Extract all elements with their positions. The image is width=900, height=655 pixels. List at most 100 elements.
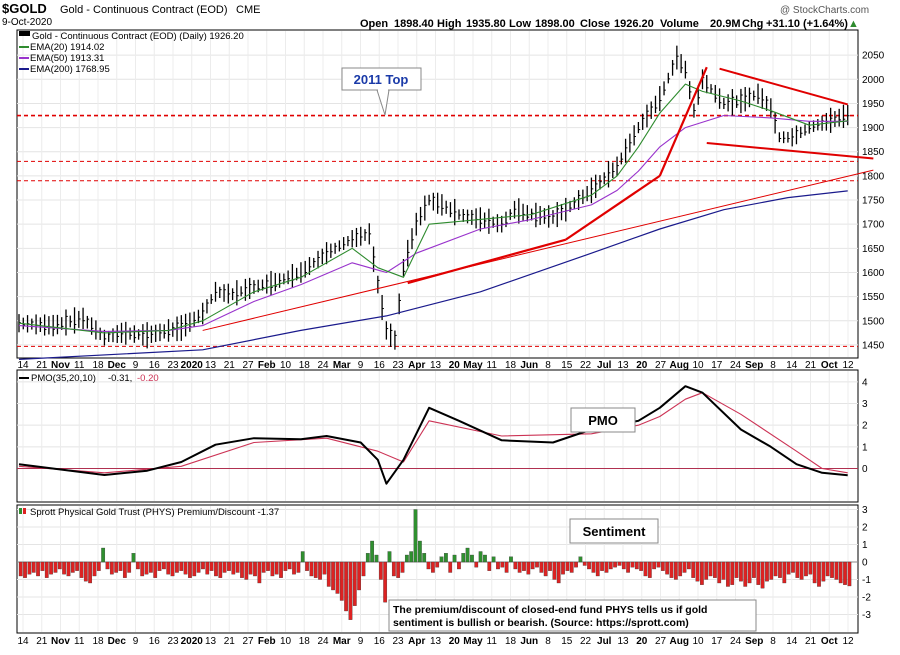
pmo-legend: PMO(35,20,10) -0.31, -0.20: [19, 373, 159, 384]
sentiment-bar: [838, 561, 843, 584]
sent-tick-label: 0: [862, 558, 868, 569]
sentiment-bar: [647, 561, 652, 578]
sentiment-bar: [313, 561, 318, 578]
sentiment-bar: [131, 553, 136, 563]
sentiment-bar: [535, 561, 539, 568]
sentiment-bar: [361, 561, 366, 577]
pmo-legend-signal: -0.20: [137, 373, 159, 384]
sentiment-bar: [643, 561, 648, 577]
price-x-tick-label: Dec: [108, 360, 127, 371]
sent-x-tick-label: 16: [374, 636, 386, 647]
sentiment-bar: [292, 561, 296, 575]
sentiment-bar: [491, 556, 496, 563]
sentiment-bar: [461, 553, 466, 563]
annotation-pmo: PMO: [570, 407, 636, 433]
sentiment-bar: [582, 561, 587, 566]
price-tick-label: 1500: [862, 316, 885, 327]
sentiment-bar: [109, 561, 114, 575]
sentiment-bar: [227, 561, 231, 571]
chart-date: 9-Oct-2020: [2, 17, 52, 28]
sentiment-bar: [478, 551, 483, 563]
sentiment-bar: [613, 561, 617, 568]
sentiment-bar: [279, 561, 283, 578]
price-x-tick-label: Oct: [821, 360, 838, 371]
sentiment-bar: [695, 561, 700, 582]
sentiment-bar: [352, 561, 357, 606]
price-x-tick-label: 23: [167, 360, 179, 371]
sent-x-tick-label: Mar: [333, 636, 351, 647]
sentiment-bar: [587, 561, 591, 570]
price-x-tick-label: 20: [449, 360, 461, 371]
sent-x-tick-label: Nov: [51, 636, 70, 647]
ema200-line: [18, 190, 848, 360]
sentiment-bar: [274, 561, 279, 575]
price-x-tick-label: 27: [655, 360, 667, 371]
support-trendline-2: [565, 174, 661, 241]
sentiment-bar: [96, 561, 101, 571]
sentiment-bar: [561, 561, 565, 575]
ema200-legend: EMA(200) 1768.95: [30, 64, 110, 75]
sent-x-tick-label: 11: [487, 636, 498, 647]
sentiment-bar: [669, 561, 674, 578]
sentiment-bar: [387, 551, 392, 563]
annotation-2011-top: 2011 Top: [341, 67, 422, 116]
price-x-tick-label: 13: [617, 360, 629, 371]
annotation-sentiment-text: Sentiment: [583, 524, 647, 539]
ema20-line: [18, 83, 848, 334]
sentiment-bar: [652, 561, 657, 570]
price-x-tick-label: 20: [636, 360, 648, 371]
sentiment-bar: [500, 561, 505, 568]
sentiment-bar: [595, 561, 600, 577]
sent-x-tick-label: 10: [280, 636, 292, 647]
sentiment-bar: [834, 561, 839, 580]
sentiment-bar: [253, 561, 257, 577]
high-value: 1935.80: [466, 18, 506, 30]
pmo-legend-value: -0.31,: [108, 373, 132, 384]
sentiment-bar: [240, 561, 244, 578]
high-label: High: [437, 18, 462, 30]
sentiment-bar: [322, 561, 327, 575]
sentiment-bar: [270, 561, 275, 577]
sent-x-tick-label: 20: [636, 636, 648, 647]
sent-x-tick-label: 27: [655, 636, 667, 647]
sent-x-tick-label: 8: [545, 636, 551, 647]
sentiment-bar: [101, 547, 106, 563]
close-value: 1926.20: [614, 18, 654, 30]
sentiment-bar: [730, 561, 735, 585]
price-x-tick-label: Apr: [408, 360, 425, 371]
sentiment-bar: [144, 561, 149, 575]
sent-x-tick-label: 16: [149, 636, 161, 647]
sentiment-bar: [830, 561, 834, 578]
sentiment-bar: [370, 540, 375, 563]
sentiment-bar: [747, 561, 752, 584]
sent-x-tick-label: 11: [74, 636, 85, 647]
price-legend-swatch: [19, 31, 30, 36]
sentiment-bar: [296, 561, 301, 573]
sentiment-bar: [682, 561, 687, 573]
sent-tick-label: -3: [862, 610, 871, 621]
price-x-tick-label: 27: [242, 360, 254, 371]
pmo-line: [18, 385, 848, 485]
sentiment-bar: [604, 561, 609, 573]
sentiment-bar: [49, 561, 53, 575]
price-x-tick-label: Jul: [597, 360, 612, 371]
sentiment-bar: [248, 561, 253, 575]
sentiment-bar: [426, 561, 431, 570]
sentiment-bar: [778, 561, 782, 578]
watermark: @ StockCharts.com: [780, 5, 869, 16]
sent-x-tick-label: Aug: [670, 636, 689, 647]
sentiment-legend: Sprott Physical Gold Trust (PHYS) Premiu…: [19, 507, 279, 518]
sent-x-tick-label: 24: [317, 636, 329, 647]
sent-x-tick-label: 18: [299, 636, 311, 647]
price-x-tick-label: 13: [205, 360, 217, 371]
sentiment-bar: [157, 561, 162, 571]
sent-tick-label: 1: [862, 540, 868, 551]
price-x-tick-label: 16: [374, 360, 386, 371]
low-label: Low: [509, 18, 531, 30]
sentiment-bar: [75, 561, 79, 571]
sentiment-bar: [422, 553, 427, 563]
sentiment-bar: [673, 561, 678, 580]
sent-x-tick-label: 22: [580, 636, 592, 647]
sent-x-tick-label: 14: [786, 636, 798, 647]
